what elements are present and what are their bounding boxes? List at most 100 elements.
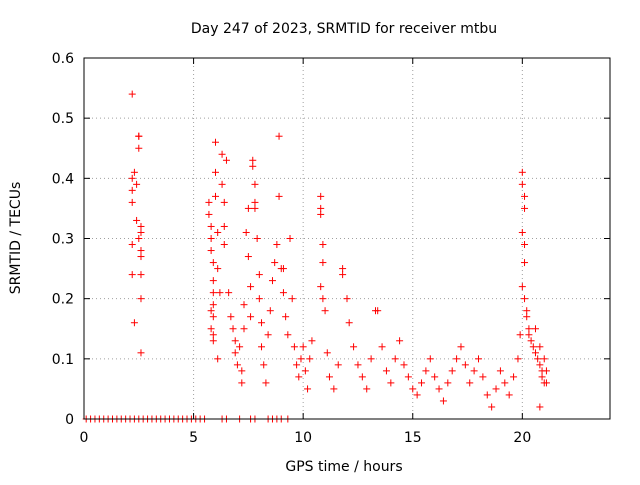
data-point <box>301 367 309 375</box>
data-point <box>133 180 141 188</box>
data-point <box>479 373 487 381</box>
plot-frame <box>83 57 611 420</box>
data-point <box>345 319 353 327</box>
data-point <box>523 307 531 315</box>
data-point <box>374 307 382 315</box>
data-point <box>317 192 325 200</box>
data-point <box>284 331 292 339</box>
data-point <box>518 283 526 291</box>
data-point <box>483 391 491 399</box>
data-point <box>363 385 371 393</box>
data-point <box>137 222 145 230</box>
data-point <box>470 367 478 375</box>
data-point <box>295 373 303 381</box>
data-point <box>334 361 342 369</box>
data-point <box>251 198 259 206</box>
data-point <box>258 319 266 327</box>
data-point <box>212 168 219 176</box>
data-point <box>247 313 255 321</box>
data-point <box>137 253 145 261</box>
data-point <box>404 373 412 381</box>
data-point <box>529 343 537 351</box>
data-point <box>229 325 237 333</box>
data-point <box>273 241 281 249</box>
data-point <box>304 385 312 393</box>
y-tick-label: 0.2 <box>52 292 74 308</box>
data-point <box>492 385 500 393</box>
grid <box>84 58 610 419</box>
data-point <box>225 289 233 297</box>
data-point <box>488 403 496 411</box>
data-point <box>214 265 222 273</box>
data-point <box>400 361 408 369</box>
data-point <box>133 216 141 224</box>
data-point <box>244 204 252 212</box>
data-point <box>236 343 244 351</box>
data-point <box>496 367 504 375</box>
data-point <box>209 313 217 321</box>
axis-ticks <box>83 57 610 420</box>
data-point <box>542 379 550 387</box>
data-point <box>216 289 224 297</box>
data-point <box>317 204 325 212</box>
data-point <box>212 192 219 200</box>
data-point <box>251 180 259 188</box>
data-point <box>128 174 136 182</box>
data-point <box>516 331 524 339</box>
data-point <box>205 210 213 218</box>
data-point <box>343 295 351 303</box>
data-point <box>521 204 529 212</box>
x-tick-label: 15 <box>404 430 422 446</box>
data-point <box>238 367 246 375</box>
data-point <box>249 156 257 164</box>
data-point <box>422 367 430 375</box>
data-point <box>523 313 531 321</box>
data-point <box>518 228 526 236</box>
data-point <box>262 379 270 387</box>
data-point <box>260 361 268 369</box>
data-point <box>209 277 217 285</box>
data-point <box>266 307 274 315</box>
data-point <box>137 228 145 236</box>
data-point <box>299 343 307 351</box>
data-point <box>413 391 421 399</box>
data-point <box>220 241 228 249</box>
data-point <box>308 337 316 345</box>
data-point <box>218 180 226 188</box>
data-point <box>510 373 518 381</box>
data-point <box>255 271 263 279</box>
data-point <box>130 319 138 327</box>
data-point <box>231 349 239 357</box>
data-point <box>319 241 327 249</box>
data-point <box>135 235 143 242</box>
data-point <box>264 331 272 339</box>
data-point <box>268 277 276 285</box>
data-point <box>453 355 461 363</box>
data-point <box>290 343 298 351</box>
data-point <box>540 355 548 363</box>
data-point <box>128 241 136 249</box>
data-point <box>378 343 386 351</box>
data-point <box>130 168 138 176</box>
x-tick-label: 0 <box>80 430 89 446</box>
data-point <box>521 295 529 303</box>
data-point <box>521 241 529 249</box>
data-point <box>321 307 329 315</box>
data-point <box>354 361 362 369</box>
data-point <box>238 379 246 387</box>
data-point <box>542 367 550 375</box>
data-point <box>218 150 226 158</box>
data-point <box>536 343 544 351</box>
data-point <box>240 325 248 333</box>
data-point <box>209 301 217 309</box>
data-point <box>387 379 395 387</box>
data-point <box>536 403 544 411</box>
data-point <box>538 373 546 381</box>
data-point <box>525 331 533 339</box>
data-point <box>207 235 215 242</box>
data-point <box>317 210 325 218</box>
y-tick-label: 0 <box>65 412 74 428</box>
data-point <box>382 367 390 375</box>
data-point <box>319 295 327 303</box>
